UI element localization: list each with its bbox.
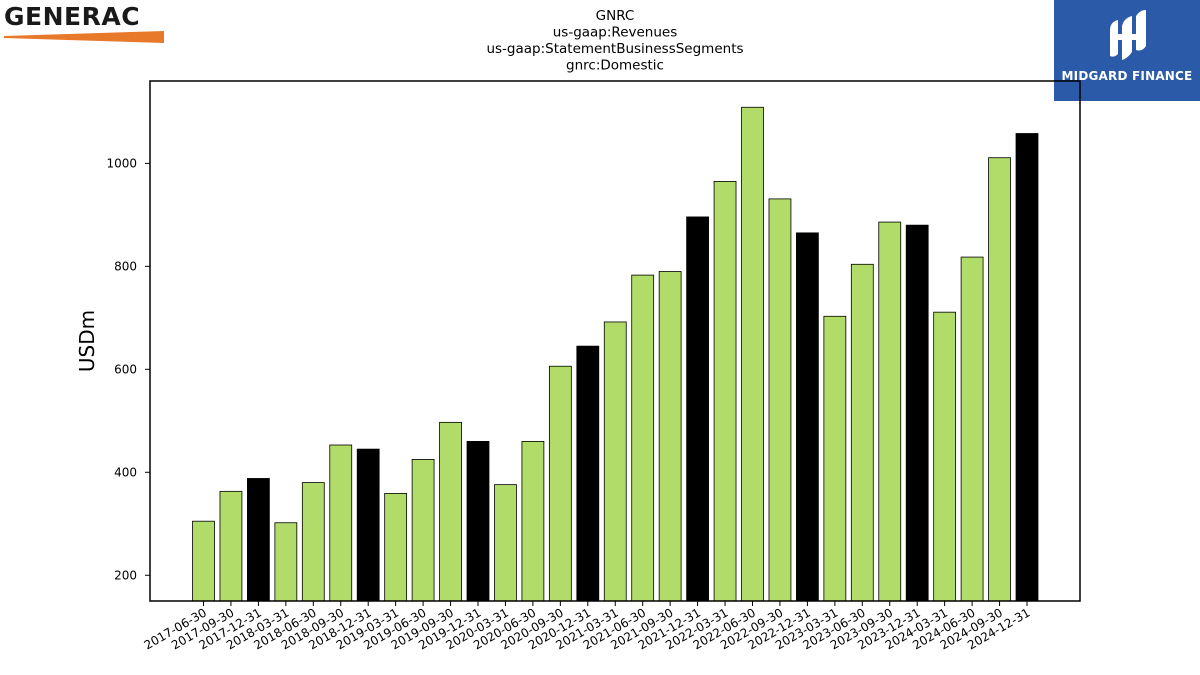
y-tick-label: 600 [114, 362, 137, 376]
bar-2023-09-30 [878, 221, 902, 602]
y-tick-label: 800 [114, 259, 137, 273]
bar-2020-06-30 [521, 440, 545, 602]
bar-2018-09-30 [329, 444, 353, 602]
bar-2018-03-31 [274, 522, 298, 602]
y-tick-label: 200 [114, 568, 137, 582]
bar-2024-09-30 [988, 157, 1011, 602]
midgard-mark-icon [1110, 10, 1146, 60]
y-axis: 200 400 600 800 1000 [106, 156, 150, 582]
chart-title: GNRCus-gaap:Revenuesus-gaap:StatementBus… [486, 8, 743, 74]
bar-2018-06-30 [301, 482, 325, 602]
bar-2021-06-30 [631, 274, 655, 602]
y-axis-label: USDm [75, 310, 99, 372]
bar-2022-06-30 [741, 106, 764, 602]
bar-2021-12-31 [686, 216, 709, 602]
x-axis: 2017-06-302017-09-302017-12-312018-03-31… [142, 601, 1033, 652]
bar-2024-12-31 [1015, 133, 1039, 602]
midgard-finance-logo: MIDGARD FINANCE [1054, 0, 1200, 101]
chart-title-line: GNRC [596, 8, 635, 24]
generac-swoosh-icon [4, 31, 164, 43]
generac-logo-text: GENERAC [4, 2, 141, 31]
bar-2019-09-30 [439, 421, 462, 602]
bar-2022-09-30 [768, 198, 792, 602]
bar-2017-09-30 [219, 490, 243, 602]
bar-2020-12-31 [576, 345, 600, 602]
bar-2019-06-30 [411, 459, 435, 602]
bars [192, 106, 1039, 602]
bar-2020-09-30 [548, 365, 572, 602]
chart-title-line: us-gaap:Revenues [553, 25, 678, 41]
bar-2024-06-30 [960, 256, 984, 602]
bar-2023-12-31 [905, 224, 929, 602]
y-tick-label: 400 [114, 465, 137, 479]
bar-2019-03-31 [384, 492, 408, 602]
bar-2017-06-30 [192, 520, 215, 602]
bar-2024-03-31 [933, 311, 957, 602]
bar-2017-12-31 [247, 478, 270, 602]
bar-2018-12-31 [356, 448, 380, 602]
chart-title-line: us-gaap:StatementBusinessSegments [486, 41, 743, 57]
bar-2022-12-31 [796, 232, 819, 602]
plot-frame [149, 80, 1081, 602]
midgard-logo-text: MIDGARD FINANCE [1061, 69, 1193, 83]
bar-2021-03-31 [603, 321, 627, 602]
bar-2023-03-31 [823, 315, 847, 602]
bar-2021-09-30 [658, 271, 682, 602]
generac-logo: GENERAC [4, 4, 174, 44]
bar-2023-06-30 [850, 263, 874, 602]
bar-2022-03-31 [713, 180, 737, 602]
bar-2019-12-31 [466, 440, 490, 602]
chart-title-line: gnrc:Domestic [566, 58, 664, 74]
y-tick-label: 1000 [106, 156, 137, 170]
bar-2020-03-31 [494, 484, 517, 602]
